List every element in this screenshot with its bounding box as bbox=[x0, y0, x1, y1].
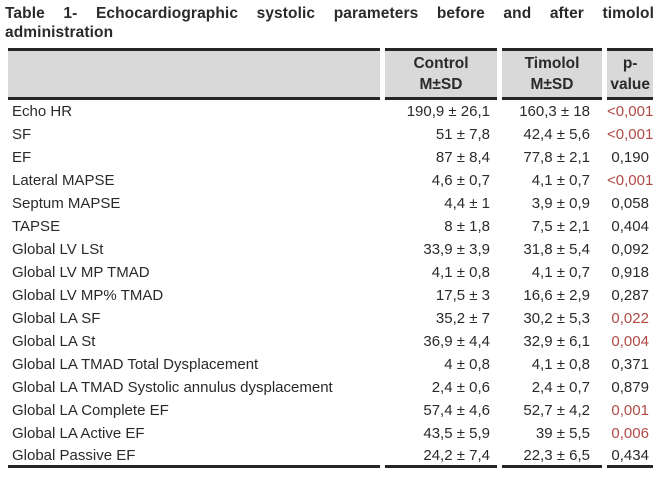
timolol-value: 4,1 ± 0,8 bbox=[531, 356, 590, 373]
control-value: 43,5 ± 5,9 bbox=[423, 425, 490, 442]
control-value: 8 ± 1,8 bbox=[444, 218, 490, 235]
caption-line-2: administration bbox=[5, 24, 114, 41]
timolol-value: 7,5 ± 2,1 bbox=[531, 218, 590, 235]
row-label: Global LA Active EF bbox=[12, 425, 145, 442]
header-pvalue: p- value bbox=[607, 48, 654, 100]
table-header: Control M±SD Timolol M±SD p- value bbox=[8, 48, 654, 100]
timolol-value: 42,4 ± 5,6 bbox=[523, 126, 590, 143]
table-row: Global Passive EF 24,2 ± 7,4 22,3 ± 6,5 … bbox=[8, 445, 654, 468]
header-pvalue-subtitle: value bbox=[610, 76, 650, 93]
table-row: Global LA SF 35,2 ± 7 30,2 ± 5,3 0,022 bbox=[8, 307, 653, 330]
table-row: Global LA Complete EF 57,4 ± 4,6 52,7 ± … bbox=[8, 399, 653, 422]
p-value: 0,879 bbox=[611, 379, 649, 396]
control-value: 17,5 ± 3 bbox=[435, 287, 490, 304]
header-control-title: Control bbox=[413, 55, 469, 72]
row-label: Global LV LSt bbox=[12, 241, 104, 258]
row-label: Global LV MP TMAD bbox=[12, 264, 150, 281]
timolol-value: 2,4 ± 0,7 bbox=[531, 379, 590, 396]
table-body: Echo HR 190,9 ± 26,1 160,3 ± 18 <0,001 S… bbox=[8, 100, 654, 468]
timolol-value: 30,2 ± 5,3 bbox=[523, 310, 590, 327]
table-row: Global LV MP% TMAD 17,5 ± 3 16,6 ± 2,9 0… bbox=[8, 284, 653, 307]
table-row: Global LV LSt 33,9 ± 3,9 31,8 ± 5,4 0,09… bbox=[8, 238, 653, 261]
table-row: Global LA TMAD Total Dysplacement 4 ± 0,… bbox=[8, 353, 653, 376]
control-value: 2,4 ± 0,6 bbox=[431, 379, 490, 396]
timolol-value: 39 ± 5,5 bbox=[535, 425, 590, 442]
p-value: 0,434 bbox=[607, 445, 654, 468]
control-value: 51 ± 7,8 bbox=[435, 126, 490, 143]
timolol-value: 4,1 ± 0,7 bbox=[531, 264, 590, 281]
row-label: Echo HR bbox=[12, 103, 73, 120]
timolol-value: 4,1 ± 0,7 bbox=[531, 172, 590, 189]
control-value: 57,4 ± 4,6 bbox=[423, 402, 490, 419]
control-value: 87 ± 8,4 bbox=[435, 149, 490, 166]
header-empty-cell bbox=[8, 48, 380, 100]
timolol-value: 3,9 ± 0,9 bbox=[531, 195, 590, 212]
header-control: Control M±SD bbox=[385, 48, 497, 100]
row-label: Global LA St bbox=[12, 333, 96, 350]
row-label: TAPSE bbox=[12, 218, 61, 235]
header-timolol: Timolol M±SD bbox=[502, 48, 602, 100]
row-label: Global LA Complete EF bbox=[12, 402, 169, 419]
p-value: 0,287 bbox=[611, 287, 649, 304]
timolol-value: 52,7 ± 4,2 bbox=[523, 402, 590, 419]
timolol-value: 77,8 ± 2,1 bbox=[523, 149, 590, 166]
p-value: 0,004 bbox=[611, 333, 649, 350]
control-value: 4 ± 0,8 bbox=[444, 356, 490, 373]
p-value: 0,058 bbox=[611, 195, 649, 212]
row-label: Global LA TMAD Total Dysplacement bbox=[12, 356, 259, 373]
table-row: Echo HR 190,9 ± 26,1 160,3 ± 18 <0,001 bbox=[8, 100, 653, 123]
control-value: 190,9 ± 26,1 bbox=[406, 103, 490, 120]
p-value: 0,190 bbox=[611, 149, 649, 166]
row-label: Lateral MAPSE bbox=[12, 172, 115, 189]
row-label: Global LA TMAD Systolic annulus dysplace… bbox=[12, 379, 333, 396]
row-label: Global LA SF bbox=[12, 310, 101, 327]
timolol-value: 31,8 ± 5,4 bbox=[523, 241, 590, 258]
p-value: <0,001 bbox=[607, 103, 654, 120]
timolol-value: 160,3 ± 18 bbox=[519, 103, 590, 120]
timolol-value: 16,6 ± 2,9 bbox=[523, 287, 590, 304]
header-timolol-subtitle: M±SD bbox=[530, 76, 574, 93]
control-value: 33,9 ± 3,9 bbox=[423, 241, 490, 258]
table-row: Global LA St 36,9 ± 4,4 32,9 ± 6,1 0,004 bbox=[8, 330, 653, 353]
p-value: <0,001 bbox=[607, 172, 654, 189]
table-row: Septum MAPSE 4,4 ± 1 3,9 ± 0,9 0,058 bbox=[8, 192, 653, 215]
table-row: EF 87 ± 8,4 77,8 ± 2,1 0,190 bbox=[8, 146, 653, 169]
table-row: Global LA Active EF 43,5 ± 5,9 39 ± 5,5 … bbox=[8, 422, 653, 445]
timolol-value: 32,9 ± 6,1 bbox=[523, 333, 590, 350]
header-timolol-title: Timolol bbox=[524, 55, 580, 72]
p-value: 0,001 bbox=[611, 402, 649, 419]
caption-line-1: Table 1- Echocardiographic systolic para… bbox=[5, 5, 654, 22]
control-value: 36,9 ± 4,4 bbox=[423, 333, 490, 350]
header-control-subtitle: M±SD bbox=[419, 76, 463, 93]
p-value: 0,022 bbox=[611, 310, 649, 327]
p-value: 0,006 bbox=[611, 425, 649, 442]
parameters-table: Control M±SD Timolol M±SD p- value Echo … bbox=[3, 48, 658, 468]
control-value: 24,2 ± 7,4 bbox=[385, 445, 497, 468]
row-label: EF bbox=[12, 149, 32, 166]
table-row: TAPSE 8 ± 1,8 7,5 ± 2,1 0,404 bbox=[8, 215, 653, 238]
control-value: 35,2 ± 7 bbox=[435, 310, 490, 327]
p-value: 0,404 bbox=[611, 218, 649, 235]
timolol-value: 22,3 ± 6,5 bbox=[502, 445, 602, 468]
table-row: Lateral MAPSE 4,6 ± 0,7 4,1 ± 0,7 <0,001 bbox=[8, 169, 653, 192]
row-label: SF bbox=[12, 126, 32, 143]
row-label: Septum MAPSE bbox=[12, 195, 121, 212]
header-row: Control M±SD Timolol M±SD p- value bbox=[8, 48, 654, 100]
p-value: 0,371 bbox=[611, 356, 649, 373]
table-row: Global LA TMAD Systolic annulus dysplace… bbox=[8, 376, 653, 399]
table-row: SF 51 ± 7,8 42,4 ± 5,6 <0,001 bbox=[8, 123, 653, 146]
control-value: 4,4 ± 1 bbox=[444, 195, 490, 212]
p-value: <0,001 bbox=[607, 126, 654, 143]
table-caption: Table 1- Echocardiographic systolic para… bbox=[0, 0, 662, 42]
header-pvalue-title: p- bbox=[622, 55, 638, 72]
p-value: 0,918 bbox=[611, 264, 649, 281]
control-value: 4,6 ± 0,7 bbox=[431, 172, 490, 189]
table-row: Global LV MP TMAD 4,1 ± 0,8 4,1 ± 0,7 0,… bbox=[8, 261, 653, 284]
row-label: Global Passive EF bbox=[8, 445, 380, 468]
p-value: 0,092 bbox=[611, 241, 649, 258]
control-value: 4,1 ± 0,8 bbox=[431, 264, 490, 281]
row-label: Global LV MP% TMAD bbox=[12, 287, 164, 304]
